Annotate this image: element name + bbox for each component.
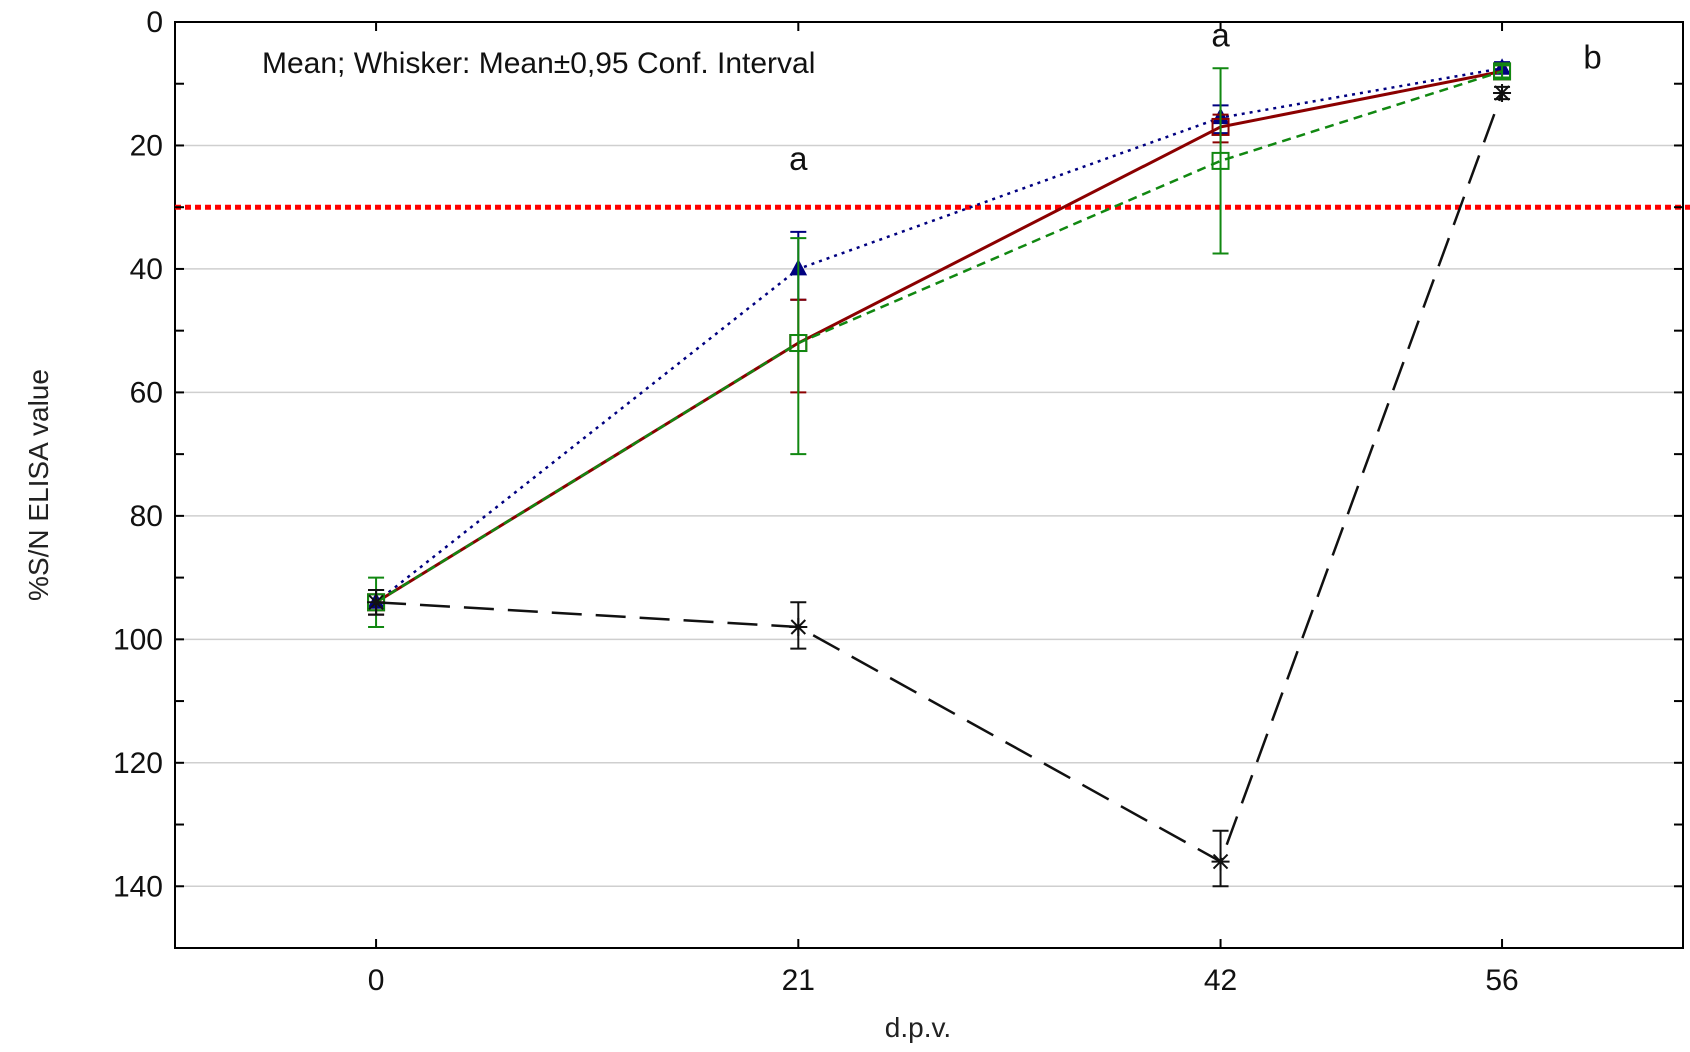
annotation-layer: a a b	[789, 17, 1602, 177]
y-tick-label: 20	[130, 129, 163, 162]
y-axis-title: %S/N ELISA value	[23, 369, 54, 601]
data-point	[367, 593, 386, 612]
y-tick-label: 0	[146, 6, 163, 39]
data-point	[1493, 62, 1512, 81]
annotation-label: b	[1583, 38, 1601, 75]
data-point	[789, 617, 808, 636]
series-line	[375, 92, 1504, 864]
series-line	[375, 69, 1503, 604]
y-tick-label: 100	[113, 623, 163, 656]
x-tick-label: 0	[368, 964, 385, 997]
asterisk-stroke	[1494, 85, 1510, 101]
x-tick-label: 42	[1204, 964, 1237, 997]
data-point	[789, 334, 808, 353]
series-layer	[367, 58, 1512, 888]
grid-lines	[175, 144, 1683, 888]
y-tick-label: 140	[113, 870, 163, 903]
asterisk-stroke	[790, 619, 807, 635]
series-line	[375, 70, 1503, 604]
tick-layer: 0 20 40 60 80 100 120 140 0 21 42 56	[113, 6, 1683, 997]
y-tick-label: 60	[130, 376, 163, 409]
asterisk-stroke	[1212, 853, 1229, 870]
asterisk-stroke	[368, 594, 384, 611]
y-tick-label: 40	[130, 253, 163, 286]
annotation-label: a	[789, 140, 808, 177]
data-point	[1211, 852, 1230, 871]
x-tick-label: 56	[1485, 964, 1518, 997]
plot-frame	[174, 21, 1684, 949]
data-point	[1493, 83, 1512, 102]
y-tick-label: 120	[113, 747, 163, 780]
x-axis-title: d.p.v.	[885, 1012, 951, 1043]
data-point	[1211, 151, 1230, 170]
annotation-label: a	[1211, 17, 1230, 54]
series-0	[367, 58, 1511, 616]
x-tick-label: 21	[782, 964, 815, 997]
y-tick-label: 80	[130, 500, 163, 533]
series-line	[375, 67, 1503, 604]
series-3	[367, 83, 1512, 888]
chart-note: Mean; Whisker: Mean±0,95 Conf. Interval	[262, 47, 815, 80]
